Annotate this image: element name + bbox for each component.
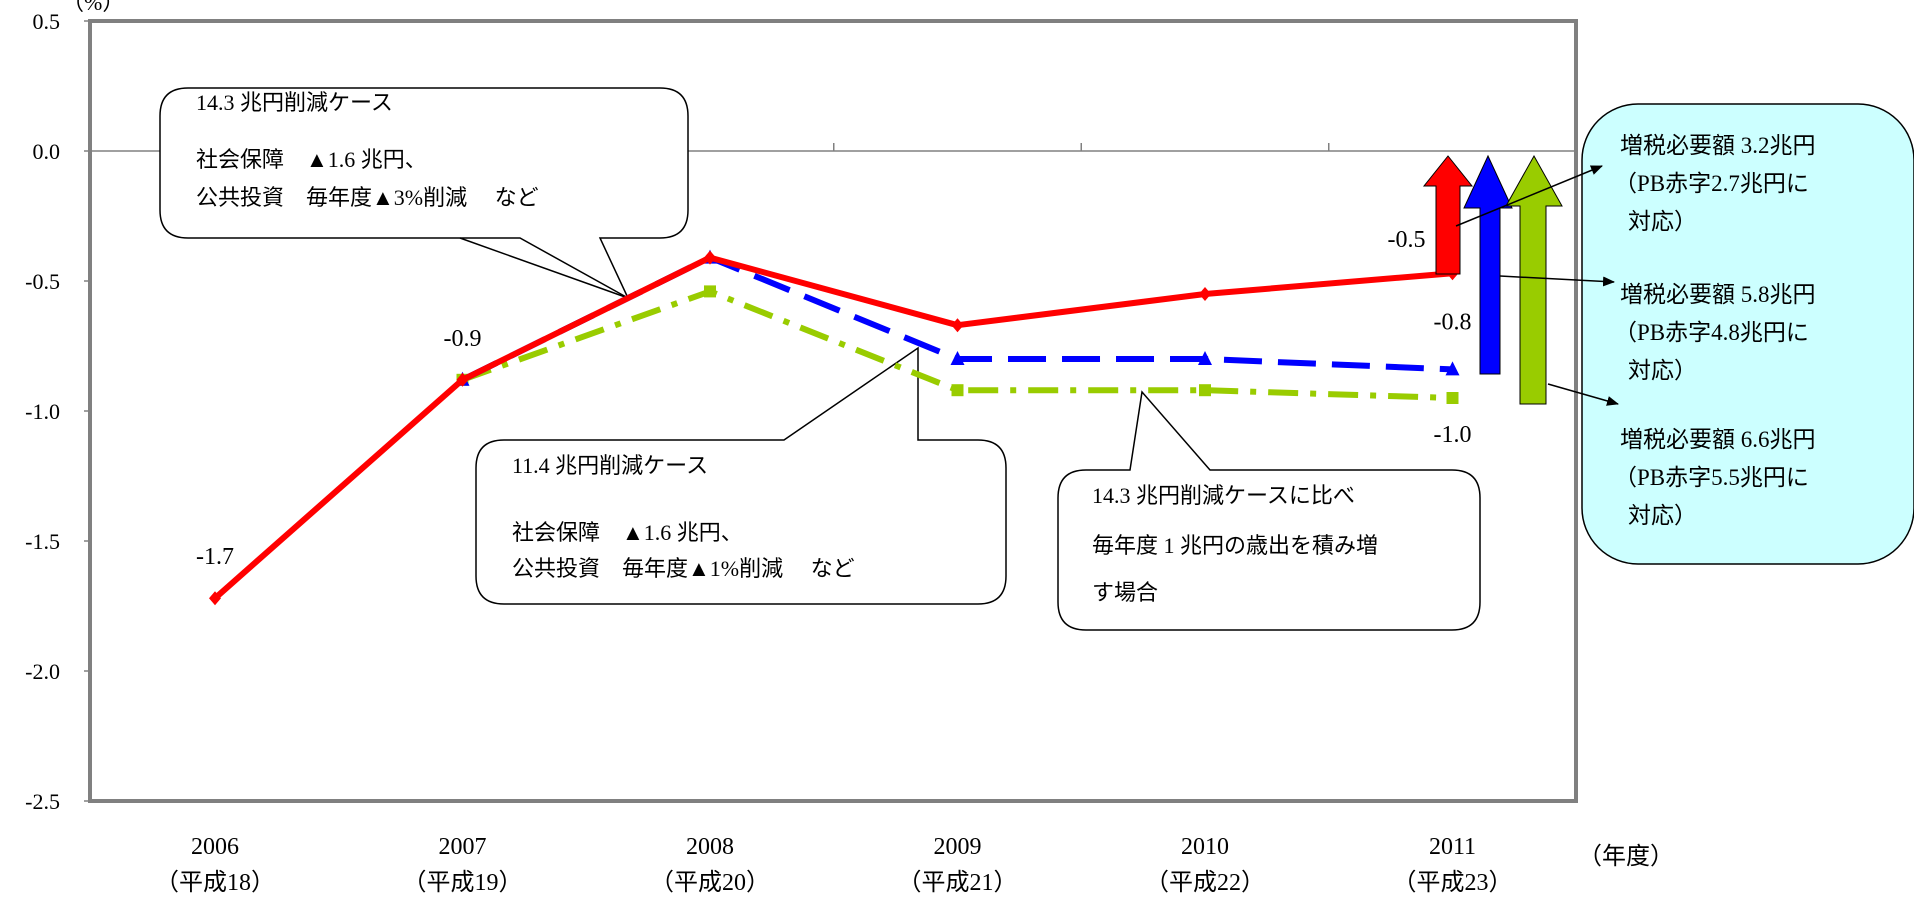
- data-label: -1.7: [196, 544, 234, 570]
- y-tick-label: -1.0: [25, 399, 60, 424]
- callout-line: 公共投資 毎年度▲1%削減 など: [512, 556, 855, 581]
- y-tick-label: -2.5: [25, 789, 60, 814]
- series-line: [213, 254, 1453, 601]
- x-tick-sublabel: （平成19）: [403, 869, 523, 896]
- callout-line: 社会保障 ▲1.6 兆円、: [196, 147, 427, 172]
- connector-arrow: [1547, 383, 1619, 406]
- data-point: [1446, 392, 1459, 404]
- side-box-line: （PB赤字4.8兆円に: [1614, 320, 1809, 345]
- callout-14-3-case: 14.3 兆円削減ケース 社会保障 ▲1.6 兆円、 公共投資 毎年度▲3%削減…: [159, 87, 689, 300]
- side-box-item: 増税必要額 3.2兆円 （PB赤字2.7兆円に 対応）: [1614, 133, 1816, 234]
- data-label: -0.8: [1434, 309, 1472, 335]
- data-label: -1.0: [1434, 422, 1472, 448]
- x-tick-label: 2010: [1181, 834, 1229, 860]
- data-point: [456, 372, 469, 387]
- y-tick-label: -0.5: [25, 269, 60, 294]
- data-point: [1199, 287, 1211, 301]
- data-point: [951, 318, 964, 333]
- side-box-background: [1581, 103, 1914, 565]
- y-tick-label: -1.5: [25, 529, 60, 554]
- callout-spending-increase-case: 14.3 兆円削減ケースに比べ 毎年度 1 兆円の歳出を積み増 す場合: [1057, 390, 1481, 631]
- callout-line: す場合: [1092, 580, 1158, 605]
- y-tick-label: -2.0: [25, 659, 60, 684]
- callout-bubble: [159, 87, 689, 300]
- series-layer: [209, 249, 1460, 606]
- x-tick-sublabel: （平成18）: [155, 869, 275, 896]
- data-label: -0.5: [1388, 227, 1426, 253]
- side-box-item: 増税必要額 5.8兆円 （PB赤字4.8兆円に 対応）: [1614, 282, 1816, 383]
- data-point: [209, 591, 221, 606]
- tax-arrow-green: [1505, 154, 1563, 405]
- data-point: [1445, 361, 1460, 376]
- x-tick-label: 2009: [934, 834, 982, 860]
- callout-pointer-line: [459, 237, 629, 299]
- tax-arrow-blue: [1463, 154, 1513, 375]
- tax-increase-arrows: [1422, 154, 1563, 405]
- x-axis: 2006 （平成18） 2007 （平成19） 2008 （平成20） 2009 （平成21）…: [155, 834, 1674, 896]
- series-line: [461, 288, 1453, 401]
- side-box-line: 対応）: [1628, 209, 1697, 234]
- side-box-line: （PB赤字5.5兆円に: [1614, 465, 1809, 490]
- x-tick-sublabel: （平成21）: [898, 869, 1018, 896]
- data-point: [1198, 351, 1212, 365]
- callout-title: 14.3 兆円削減ケースに比べ: [1092, 483, 1355, 508]
- y-unit-label: （%）: [62, 0, 124, 15]
- x-tick-label: 2011: [1429, 834, 1476, 860]
- y-tick-label: 0.5: [33, 9, 61, 34]
- x-tick-sublabel: （平成23）: [1393, 869, 1513, 896]
- y-tick-label: 0.0: [33, 139, 61, 164]
- connector-arrow: [1499, 275, 1615, 287]
- data-point: [951, 384, 964, 397]
- tax-arrow-red: [1422, 155, 1474, 275]
- side-box-item: 増税必要額 6.6兆円 （PB赤字5.5兆円に 対応）: [1614, 427, 1816, 528]
- callout-bubble: [475, 346, 1007, 605]
- side-box-line: 増税必要額 3.2兆円: [1620, 133, 1816, 158]
- connector-arrows: [1455, 165, 1619, 406]
- side-box-line: 増税必要額 5.8兆円: [1620, 282, 1816, 307]
- callout-line: 毎年度 1 兆円の歳出を積み増: [1092, 533, 1378, 558]
- callout-line: 公共投資 毎年度▲3%削減 など: [196, 185, 539, 210]
- side-box-line: 対応）: [1628, 503, 1697, 528]
- y-axis: 0.5 0.0 -0.5 -1.0 -1.5 -2.0 -2.5: [25, 9, 90, 814]
- x-axis-label: （年度）: [1578, 843, 1674, 870]
- callout-bubble: [1057, 390, 1481, 631]
- side-box-line: （PB赤字2.7兆円に: [1614, 171, 1809, 196]
- data-point: [704, 285, 716, 298]
- tax-requirement-box: 増税必要額 3.2兆円 （PB赤字2.7兆円に 対応） 増税必要額 5.8兆円 …: [1581, 103, 1914, 565]
- x-tick-label: 2007: [439, 834, 487, 860]
- data-point: [704, 250, 716, 265]
- callout-11-4-case: 11.4 兆円削減ケース 社会保障 ▲1.6 兆円、 公共投資 毎年度▲1%削減…: [475, 346, 1007, 605]
- side-box-line: 対応）: [1628, 358, 1697, 383]
- x-tick-sublabel: （平成20）: [650, 869, 770, 896]
- x-tick-label: 2006: [191, 834, 239, 860]
- data-point: [1199, 384, 1211, 397]
- callout-title: 11.4 兆円削減ケース: [512, 453, 708, 478]
- data-point: [950, 351, 965, 365]
- side-box-line: 増税必要額 6.6兆円: [1620, 427, 1816, 452]
- callout-title: 14.3 兆円削減ケース: [196, 90, 393, 115]
- data-labels-layer: -1.7 -0.9 -0.5 -0.8 -1.0: [196, 227, 1472, 570]
- x-tick-label: 2008: [686, 834, 734, 860]
- data-label: -0.9: [444, 326, 482, 352]
- x-tick-sublabel: （平成22）: [1145, 869, 1265, 896]
- connector-arrow: [1455, 165, 1603, 227]
- callout-line: 社会保障 ▲1.6 兆円、: [512, 520, 743, 545]
